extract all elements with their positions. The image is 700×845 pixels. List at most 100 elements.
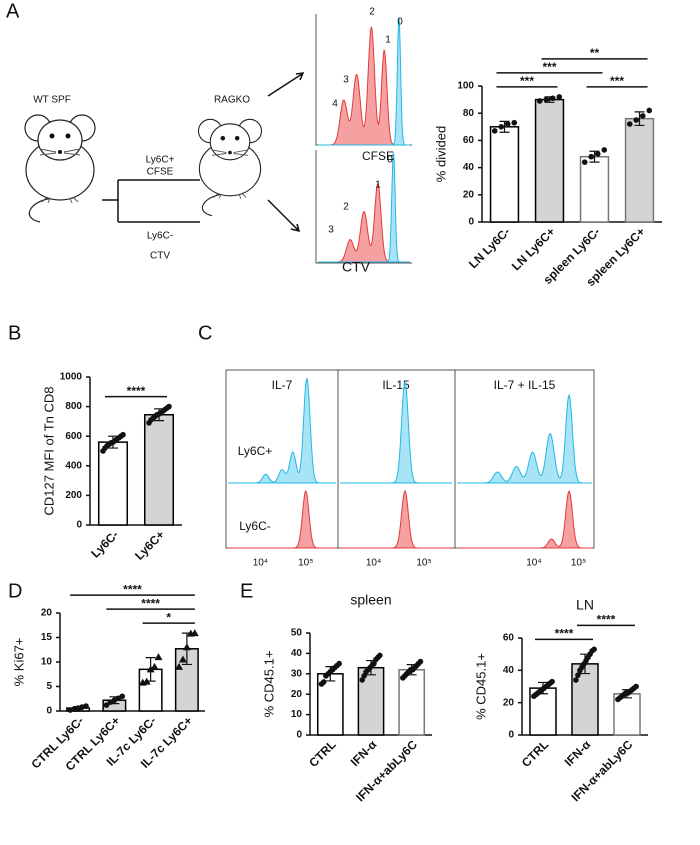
data-point [543,96,550,103]
data-point [119,693,126,700]
significance-label: *** [610,74,624,88]
x-tick-label: CTRL [306,737,339,770]
content: AB CD EWT SPF RAGKOLy6C+CFSELy6C-CTV4321032… [6,0,662,804]
histogram [340,380,452,484]
data-point [83,703,89,709]
x-tick-label: Ly6C- [88,527,121,560]
recipient-mouse [197,118,263,217]
data-point [594,151,601,157]
flow-xlabel: CFSE [362,149,394,163]
histogram [318,17,410,146]
y-tick-label: 20 [41,608,53,619]
y-axis-label: % CD45.1+ [261,651,276,718]
y-tick-label: 10 [41,657,53,668]
data-point [320,679,327,685]
dye-label: CTV [150,251,170,262]
arm-label: Ly6C+ [146,155,175,166]
x-tick-label: IFN-α [348,737,380,769]
y-tick-label: 20 [291,689,303,700]
y-tick-label: 40 [503,665,515,676]
data-point [575,672,581,678]
data-point [646,107,653,114]
y-tick-label: 0 [508,730,514,741]
bar [143,413,175,526]
data-point [556,94,563,100]
column-label: IL-7 [272,378,293,392]
y-tick-label: 40 [291,648,303,659]
row-label: Ly6C+ [238,444,273,458]
panel-label: A [6,0,20,22]
panel-label: B [8,322,21,344]
y-axis-label: % Ki67+ [11,638,26,687]
data-point [336,660,342,667]
data-point [591,646,597,653]
peak-label: 3 [328,225,334,236]
significance-label: **** [123,582,142,596]
donor-mouse [24,114,96,223]
data-point [573,677,579,683]
y-tick-label: 60 [463,135,475,146]
y-tick-label: 20 [503,697,515,708]
y-tick-label: 600 [65,431,82,442]
peak-label: 0 [397,17,403,28]
y-tick-label: 0 [46,706,52,717]
data-point [581,159,588,165]
panel-label: D [8,580,22,602]
significance-label: **** [141,596,160,610]
histogram [228,490,336,549]
histogram [318,152,410,263]
peak-label: 0 [387,155,393,166]
y-tick-label: 50 [291,628,303,639]
y-axis-label: % divided [433,126,448,182]
data-point [178,655,187,663]
data-point [511,119,518,126]
peak-label: 4 [332,99,338,110]
chart-title: spleen [350,592,391,608]
data-point [536,98,543,104]
bar [579,155,610,223]
column-label: IL-7 + IL-15 [494,378,556,392]
axis-line [309,633,432,736]
data-point [190,629,199,637]
significance-label: **** [127,384,146,398]
significance-label: **** [555,626,574,640]
x-tick-label: 10⁴ [253,558,268,569]
x-tick-label: 10⁵ [571,558,586,569]
x-tick-label: 10⁵ [298,558,313,569]
y-tick-label: 80 [463,108,475,119]
axis-line [521,638,648,736]
bar [624,117,655,223]
data-point [154,653,163,661]
x-tick-label: CTRL [519,737,552,770]
data-point [601,147,608,153]
x-tick-label: 10⁵ [416,558,431,569]
y-tick-label: 0 [468,217,474,228]
flow-frame [225,369,595,549]
y-tick-label: 10 [291,709,303,720]
y-axis-label: CD127 MFI of Tn CD8 [41,386,56,515]
data-point [633,683,639,690]
x-tick-label: 10⁴ [366,558,381,569]
histogram [228,377,336,484]
data-point [633,117,640,123]
panel-label: C [198,322,212,344]
y-tick-label: 400 [65,460,82,471]
data-point [142,677,151,685]
y-tick-label: 40 [463,162,475,173]
data-point [175,662,184,670]
y-tick-label: 20 [463,189,475,200]
y-tick-label: 0 [296,730,302,741]
significance-label: ** [590,46,600,60]
data-point [150,662,159,670]
peak-label: 1 [385,35,391,46]
dye-label: CFSE [147,167,174,178]
peak-label: 2 [369,7,375,18]
data-point [549,95,556,102]
row-label: Ly6C- [239,519,271,533]
data-point [103,702,110,708]
donor-label: WT SPF [33,95,71,106]
bar [97,441,129,526]
data-point [639,113,646,119]
y-tick-label: 800 [65,401,82,412]
